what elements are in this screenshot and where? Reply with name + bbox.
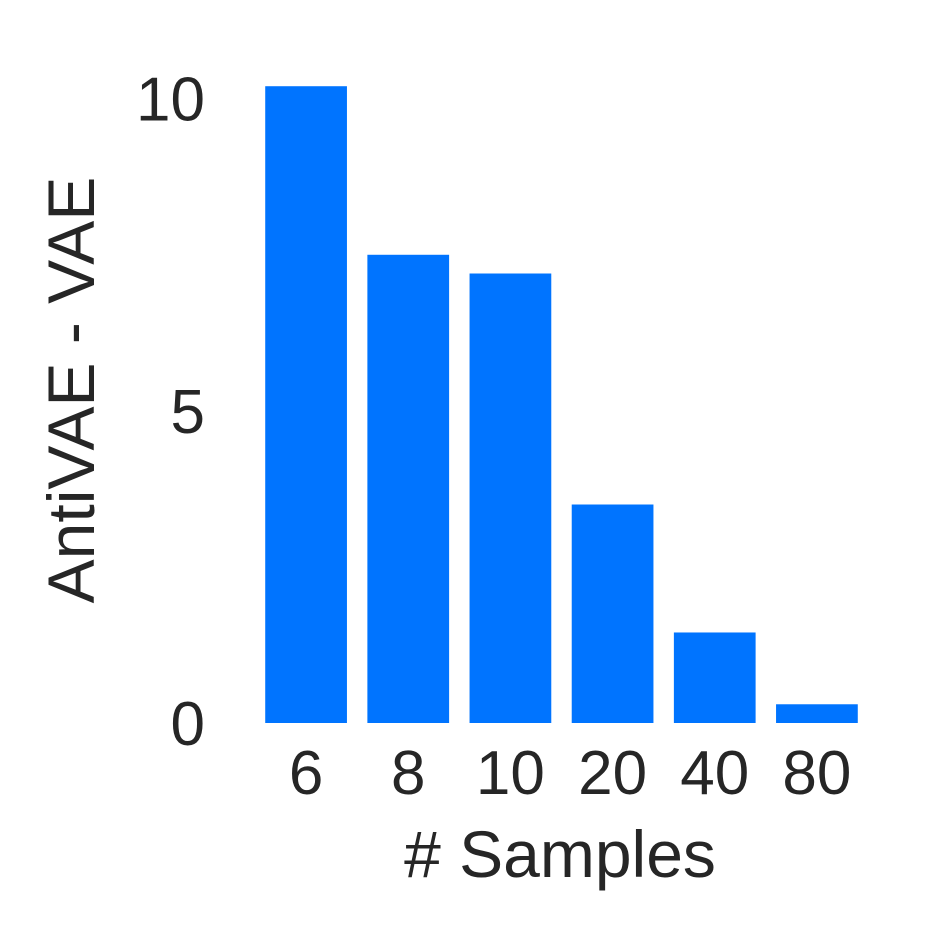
bar-80 bbox=[776, 704, 858, 723]
y-tick-label-10: 10 bbox=[136, 66, 205, 135]
y-tick-label-5: 5 bbox=[171, 378, 205, 447]
bar-10 bbox=[469, 273, 552, 723]
x-tick-label-20: 20 bbox=[578, 739, 647, 808]
x-tick-label-6: 6 bbox=[289, 739, 323, 808]
bars-layer bbox=[265, 86, 858, 723]
bar-8 bbox=[367, 254, 450, 723]
ticks-layer: 6 8 10 20 40 80 0 5 10 bbox=[136, 66, 851, 808]
x-tick-label-40: 40 bbox=[680, 739, 749, 808]
x-tick-label-8: 8 bbox=[391, 739, 425, 808]
y-axis-title: AntiVAE - VAE bbox=[34, 177, 108, 604]
x-tick-label-10: 10 bbox=[476, 739, 545, 808]
y-tick-label-0: 0 bbox=[171, 690, 205, 759]
bar-6 bbox=[265, 86, 347, 723]
bar-20 bbox=[571, 504, 654, 723]
x-tick-label-80: 80 bbox=[782, 739, 851, 808]
bar-40 bbox=[673, 632, 756, 723]
x-axis-title: # Samples bbox=[404, 817, 716, 891]
